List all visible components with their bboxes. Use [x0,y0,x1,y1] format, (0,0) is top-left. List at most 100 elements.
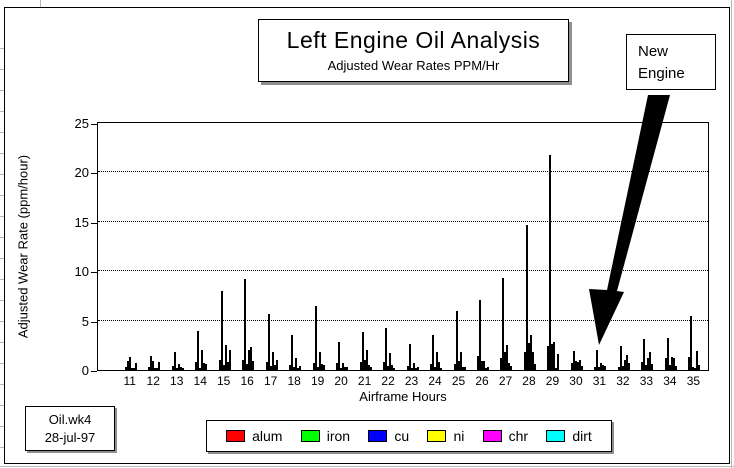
bar-iron-13 [173,351,176,370]
bar-iron-15 [220,290,223,370]
bar-chr-18 [297,367,300,370]
bar-chr-32 [625,355,628,370]
sheet-right-gridline [731,0,732,468]
y-tick-mark-20 [91,173,97,175]
legend-item-alum: alum [226,428,282,444]
bar-group-34 [659,123,682,370]
bar-alum-35 [688,357,691,370]
bar-group-19 [307,123,330,370]
bar-group-15 [213,123,236,370]
x-tick-label-26: 26 [475,374,489,388]
bar-iron-19 [314,305,317,370]
bar-iron-35 [690,315,693,370]
gridline-5 [98,319,708,321]
y-tick-mark-5 [91,321,97,323]
bar-alum-15 [218,360,221,370]
bar-alum-18 [289,365,292,370]
bar-chr-12 [156,368,159,370]
bar-group-35 [683,123,706,370]
legend-label-iron: iron [326,428,351,444]
bar-chr-11 [132,368,135,370]
bar-ni-16 [248,350,251,370]
bar-group-14 [189,123,212,370]
bar-ni-20 [342,362,345,370]
bar-iron-28 [525,224,528,370]
bar-alum-16 [242,360,245,370]
bar-iron-12 [150,356,153,370]
bar-cu-31 [598,367,601,370]
bar-chr-19 [320,364,323,370]
bar-dirt-17 [275,360,278,370]
bar-cu-32 [621,366,624,370]
bar-alum-33 [641,361,644,370]
bar-chr-17 [273,365,276,370]
y-tick-label-10: 10 [74,264,89,280]
bar-chr-27 [508,363,511,370]
bar-alum-23 [406,366,409,370]
legend-label-dirt: dirt [572,428,592,444]
bar-chr-24 [438,361,441,370]
bar-chr-30 [578,360,581,370]
bar-alum-11 [124,367,127,370]
bar-cu-30 [574,360,577,370]
bar-chr-15 [226,362,229,370]
legend-label-ni: ni [453,428,465,444]
bar-dirt-34 [674,365,677,370]
bar-group-28 [518,123,541,370]
bar-cu-29 [551,344,554,370]
bar-group-26 [471,123,494,370]
bar-group-18 [283,123,306,370]
y-tick-label-0: 0 [81,363,89,378]
bar-cu-15 [222,365,225,370]
y-tick-mark-25 [91,124,97,125]
x-tick-label-22: 22 [381,374,395,388]
x-tick-label-16: 16 [240,374,254,388]
bar-ni-19 [318,351,321,370]
x-tick-label-11: 11 [123,374,136,388]
legend-item-iron: iron [300,428,351,444]
gridline-20 [98,171,708,173]
x-axis-labels: 11 12 13 14 15 16 17 18 19 20 21 22 23 24 25 26 27 28 29 30… [118,374,705,388]
bar-cu-28 [527,343,530,370]
bar-cu-23 [410,368,413,370]
bar-alum-34 [664,358,667,370]
bar-alum-20 [336,362,339,370]
legend-item-chr: chr [482,428,528,444]
bar-iron-11 [126,361,129,370]
bar-group-23 [401,123,424,370]
bar-dirt-35 [698,365,701,370]
bar-ni-27 [506,345,509,370]
bar-iron-27 [502,278,505,370]
bar-dirt-22 [393,367,396,370]
bar-alum-29 [547,346,550,370]
x-tick-label-23: 23 [404,374,419,388]
x-tick-label-29: 29 [545,374,560,388]
bar-alum-21 [359,361,362,370]
bar-ni-33 [647,357,650,370]
bar-dirt-26 [487,367,489,370]
bar-alum-25 [453,364,456,370]
bar-group-29 [542,123,565,370]
bar-group-25 [448,123,471,370]
bar-group-30 [565,123,588,370]
legend-label-cu: cu [394,428,410,444]
bar-chr-22 [391,365,394,370]
bar-group-33 [636,123,659,370]
bar-group-24 [424,123,447,370]
bar-ni-18 [295,358,298,370]
bar-cu-34 [668,365,671,370]
bar-iron-14 [197,330,200,370]
bar-ni-35 [694,368,697,370]
legend-swatch-cu [368,430,388,442]
bar-group-17 [260,123,283,370]
bar-ni-25 [459,351,462,370]
bar-cu-11 [128,357,131,370]
bar-group-12 [142,123,165,370]
bar-ni-31 [600,363,603,370]
bar-cu-14 [199,367,202,370]
legend-label-alum: alum [252,428,283,444]
x-tick-label-34: 34 [663,374,677,388]
x-tick-label-30: 30 [569,374,583,388]
sheet-column-gridline [40,0,41,7]
bar-dirt-29 [557,354,560,370]
